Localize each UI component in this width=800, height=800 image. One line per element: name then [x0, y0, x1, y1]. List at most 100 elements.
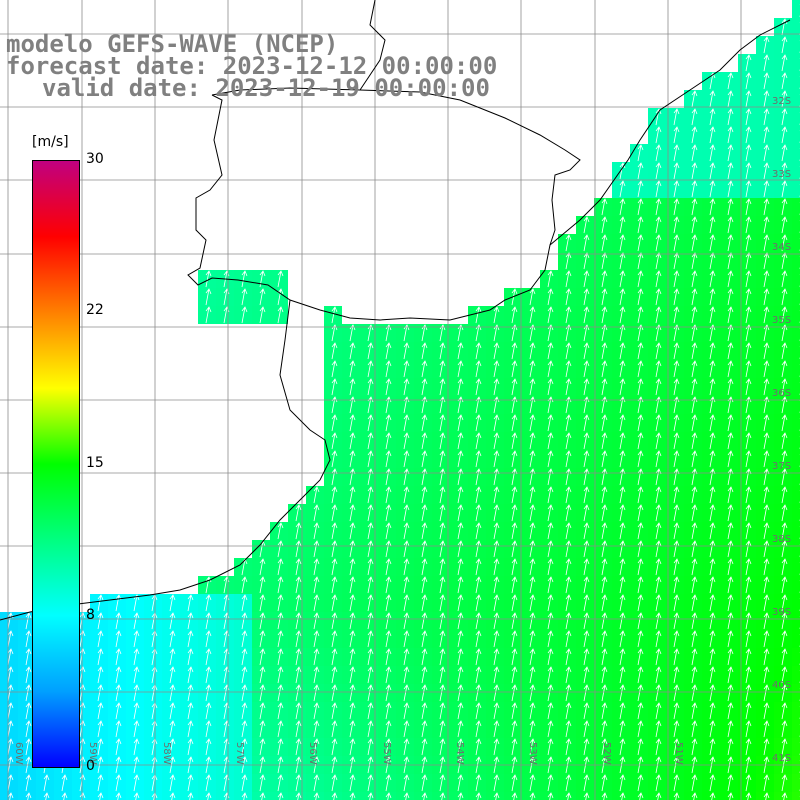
wind-speed-cell [432, 558, 450, 576]
wind-arrow [583, 288, 590, 306]
wind-arrow [727, 198, 734, 216]
wind-speed-cell [648, 252, 666, 270]
wind-arrow [385, 468, 392, 486]
wind-arrow [457, 558, 464, 576]
wind-arrow [421, 558, 428, 576]
wind-arrow [349, 522, 356, 540]
wind-speed-cell [702, 324, 720, 342]
wind-arrow [601, 630, 608, 648]
wind-arrow [637, 324, 644, 342]
wind-speed-cell [234, 738, 252, 756]
wind-speed-cell [792, 774, 800, 792]
wind-arrow [7, 648, 14, 666]
wind-speed-cell [342, 576, 360, 594]
wind-arrow [601, 666, 608, 684]
wind-speed-cell [630, 684, 648, 702]
wind-arrow [187, 666, 194, 684]
wind-arrow [601, 486, 608, 504]
wind-arrow [79, 774, 86, 792]
wind-arrow [745, 630, 752, 648]
wind-arrow [349, 792, 356, 800]
wind-arrow [259, 666, 266, 684]
wind-speed-cell [756, 54, 774, 72]
wind-arrow [493, 684, 500, 702]
wind-arrow [727, 486, 734, 504]
wind-speed-cell [306, 630, 324, 648]
wind-speed-cell [18, 738, 36, 756]
latitude-label: 36S [772, 388, 791, 399]
wind-speed-cell [756, 126, 774, 144]
wind-speed-cell [18, 612, 36, 630]
wind-arrow [691, 342, 698, 360]
wind-speed-cell [756, 648, 774, 666]
wind-speed-cell [738, 234, 756, 252]
wind-speed-cell [684, 108, 702, 126]
wind-arrow [691, 288, 698, 306]
wind-arrow [277, 540, 284, 558]
wind-arrow [547, 684, 554, 702]
wind-speed-cell [684, 252, 702, 270]
wind-speed-cell [324, 522, 342, 540]
wind-arrow [115, 684, 122, 702]
wind-speed-cell [450, 360, 468, 378]
wind-arrow [277, 594, 284, 612]
wind-speed-cell [252, 630, 270, 648]
wind-speed-cell [396, 360, 414, 378]
wind-speed-cell [648, 648, 666, 666]
wind-speed-cell [702, 270, 720, 288]
wind-arrow [475, 558, 482, 576]
wind-arrow [25, 774, 32, 792]
wind-speed-cell [90, 702, 108, 720]
wind-speed-cell [414, 342, 432, 360]
wind-arrow [763, 252, 770, 270]
wind-arrow [187, 684, 194, 702]
wind-arrow [349, 648, 356, 666]
wind-speed-cell [378, 612, 396, 630]
wind-speed-cell [234, 774, 252, 792]
wind-speed-cell [468, 360, 486, 378]
wind-arrow [655, 576, 662, 594]
wind-speed-cell [396, 540, 414, 558]
wind-speed-cell [702, 450, 720, 468]
wind-speed-cell [396, 666, 414, 684]
wind-speed-cell [702, 486, 720, 504]
wind-speed-cell [378, 630, 396, 648]
wind-arrow [727, 360, 734, 378]
wind-arrow [511, 486, 518, 504]
wind-speed-cell [558, 720, 576, 738]
wind-arrow [691, 360, 698, 378]
wind-speed-cell [504, 450, 522, 468]
wind-speed-cell [774, 162, 792, 180]
wind-arrow [421, 450, 428, 468]
wind-arrow [313, 792, 320, 800]
wind-arrow [781, 324, 788, 342]
wind-speed-cell [720, 216, 738, 234]
latitude-label: 40S [772, 680, 791, 691]
wind-arrow [421, 360, 428, 378]
wind-speed-cell [486, 720, 504, 738]
wind-arrow [403, 702, 410, 720]
wind-arrow [655, 126, 662, 144]
wind-speed-cell [648, 630, 666, 648]
wind-arrow [655, 684, 662, 702]
wind-arrow [511, 342, 518, 360]
wind-arrow [367, 360, 374, 378]
wind-arrow [691, 774, 698, 792]
wind-arrow [691, 558, 698, 576]
wind-arrow [583, 648, 590, 666]
wind-speed-cell [738, 522, 756, 540]
wind-speed-cell [468, 396, 486, 414]
wind-speed-cell [450, 702, 468, 720]
wind-speed-cell [558, 648, 576, 666]
wind-arrow [727, 522, 734, 540]
wind-arrow [781, 180, 788, 198]
wind-speed-cell [576, 288, 594, 306]
wind-arrow [583, 738, 590, 756]
wind-arrow [583, 774, 590, 792]
wind-arrow [313, 540, 320, 558]
wind-speed-cell [630, 522, 648, 540]
wind-speed-cell [756, 108, 774, 126]
wind-arrow [439, 720, 446, 738]
wind-arrow [169, 648, 176, 666]
wind-speed-cell [738, 432, 756, 450]
